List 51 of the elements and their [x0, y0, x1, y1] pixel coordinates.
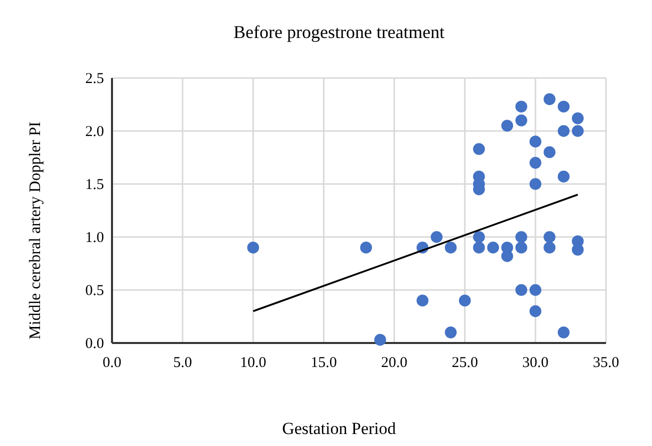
- point: [530, 178, 542, 190]
- point: [444, 326, 457, 338]
- point: [572, 112, 584, 124]
- point: [544, 231, 556, 243]
- x-tick-label: 15.0: [310, 355, 337, 371]
- point: [430, 231, 443, 243]
- y-tick-label: 1.0: [85, 230, 104, 246]
- point: [558, 170, 570, 182]
- point: [530, 156, 542, 169]
- point: [416, 294, 428, 307]
- point: [473, 242, 485, 254]
- x-tick-label: 35.0: [592, 355, 620, 371]
- point: [515, 284, 528, 296]
- point: [530, 305, 542, 318]
- point: [515, 242, 528, 254]
- y-tick-label: 0.0: [85, 336, 104, 352]
- point: [515, 231, 528, 243]
- y-tick-label: 0.5: [85, 283, 104, 299]
- point: [558, 100, 570, 113]
- point: [473, 231, 485, 243]
- x-axis-title: Gestation Period: [282, 419, 396, 438]
- point: [374, 334, 386, 346]
- x-tick-label: 10.0: [240, 355, 266, 371]
- point: [247, 242, 260, 254]
- point: [501, 120, 514, 132]
- y-tick-label: 2.0: [85, 124, 104, 140]
- chart-title: Before progestrone treatment: [234, 22, 444, 42]
- point: [360, 242, 372, 254]
- point: [458, 294, 471, 307]
- point: [515, 114, 528, 126]
- point: [572, 125, 584, 137]
- y-axis-title: Middle cerebral artery Doppler PI: [27, 122, 44, 340]
- point: [530, 136, 542, 148]
- x-tick-label: 20.0: [381, 355, 408, 371]
- point: [444, 242, 457, 254]
- point: [544, 146, 556, 158]
- x-tick-label: 25.0: [452, 355, 478, 371]
- y-tick-label: 1.5: [85, 177, 104, 193]
- y-tick-label: 2.5: [85, 71, 104, 87]
- x-tick-label: 5.0: [173, 355, 192, 371]
- point: [558, 125, 570, 137]
- point: [501, 250, 514, 262]
- point: [544, 93, 556, 106]
- x-tick-label: 30.0: [522, 355, 549, 371]
- point: [515, 100, 528, 113]
- point: [487, 242, 500, 254]
- point: [530, 284, 542, 296]
- point: [544, 242, 556, 254]
- x-tick-label: 0.0: [102, 355, 122, 371]
- point: [558, 326, 570, 338]
- point: [473, 143, 485, 155]
